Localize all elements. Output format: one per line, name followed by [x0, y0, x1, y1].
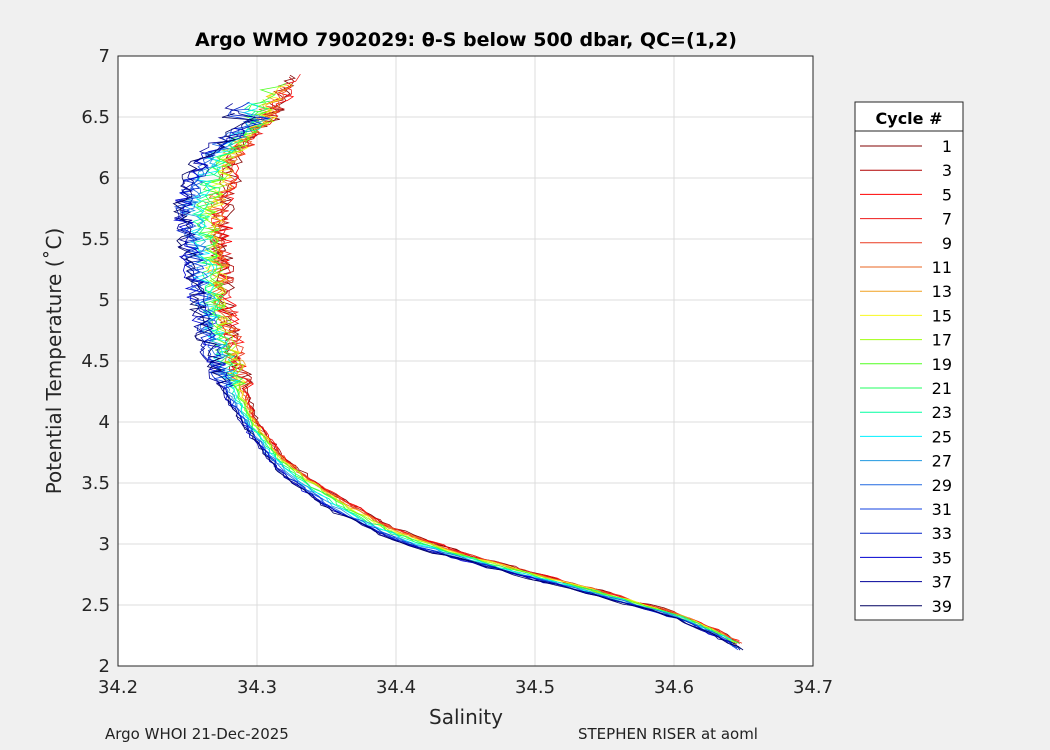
legend-label: 17 [932, 331, 952, 350]
footer-left: Argo WHOI 21-Dec-2025 [105, 725, 289, 743]
x-tick-label: 34.4 [376, 677, 416, 698]
legend-label: 35 [932, 548, 952, 567]
x-tick-label: 34.2 [98, 677, 138, 698]
series-line-cycle-7 [210, 73, 739, 646]
legend-label: 21 [932, 379, 952, 398]
legend-label: 31 [932, 500, 952, 519]
legend-label: 33 [932, 524, 952, 543]
y-tick-label: 6 [99, 168, 110, 189]
legend-label: 1 [942, 137, 952, 156]
footer-right: STEPHEN RISER at aoml [578, 725, 758, 743]
legend-label: 7 [942, 210, 952, 229]
series-line-cycle-37 [174, 103, 741, 651]
y-tick-label: 5 [99, 290, 110, 311]
y-tick-label: 2.5 [81, 595, 110, 616]
legend-label: 27 [932, 452, 952, 471]
y-tick-label: 3 [99, 534, 110, 555]
y-tick-label: 3.5 [81, 473, 110, 494]
legend-label: 25 [932, 427, 952, 446]
legend-label: 9 [942, 234, 952, 253]
series-line-cycle-3 [209, 76, 737, 646]
legend-label: 13 [932, 282, 952, 301]
legend-label: 3 [942, 161, 952, 180]
x-tick-label: 34.6 [654, 677, 694, 698]
y-tick-label: 4 [99, 412, 110, 433]
x-axis-label: Salinity [429, 705, 503, 729]
plot-frame [117, 55, 814, 667]
legend-label: 15 [932, 306, 952, 325]
x-tick-label: 34.3 [237, 677, 277, 698]
legend-label: 23 [932, 403, 952, 422]
legend: Cycle # 13579111315171921232527293133353… [854, 101, 964, 621]
legend-label: 5 [942, 185, 952, 204]
y-tick-label: 6.5 [81, 107, 110, 128]
legend-label: 39 [932, 597, 952, 616]
x-tick-label: 34.5 [515, 677, 555, 698]
legend-label: 37 [932, 573, 952, 592]
legend-label: 29 [932, 476, 952, 495]
y-axis-label: Potential Temperature (˚C) [42, 228, 66, 495]
x-tick-label: 34.7 [793, 677, 833, 698]
legend-title: Cycle # [876, 109, 943, 128]
y-tick-label: 5.5 [81, 229, 110, 250]
chart-title: Argo WMO 7902029: θ-S below 500 dbar, QC… [195, 29, 737, 51]
series-line-cycle-39 [172, 113, 744, 651]
y-tick-label: 2 [99, 656, 110, 677]
legend-label: 19 [932, 355, 952, 374]
y-tick-label: 4.5 [81, 351, 110, 372]
legend-label: 11 [932, 258, 952, 277]
y-tick-label: 7 [99, 46, 110, 67]
